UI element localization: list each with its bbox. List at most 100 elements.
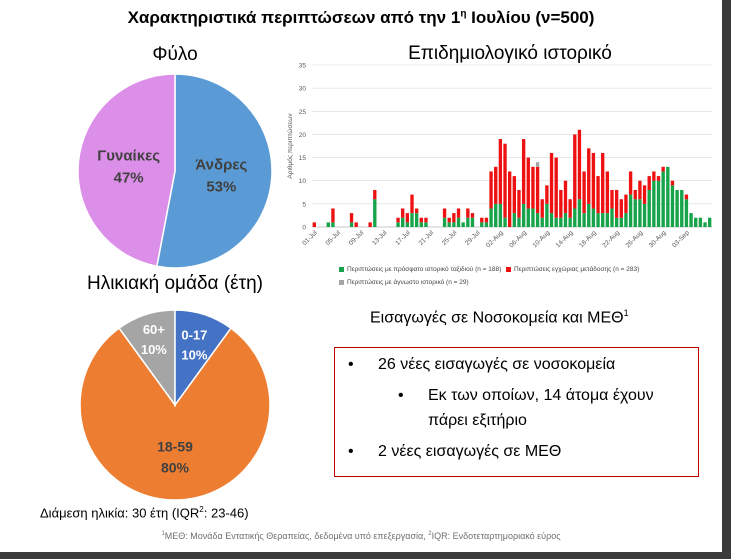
median-age-sup: 2 <box>199 505 204 514</box>
bar-segment-travel <box>461 222 465 227</box>
age-slice-0-17 <box>174 309 232 408</box>
bar-segment-travel <box>638 199 642 227</box>
bar-segment-travel <box>521 203 526 227</box>
footnote: 1ΜΕΘ: Μονάδα Εντατικής Θεραπείας, δεδομέ… <box>0 531 722 541</box>
bullet-dot: • <box>348 443 354 460</box>
bar-segment-local <box>405 213 410 223</box>
legend-travel: Περιπτώσεις με πρόσφατο ιστορικό ταξιδιο… <box>339 266 501 273</box>
x-tick-label: 30-Aug <box>648 229 668 249</box>
window-frame-right <box>722 0 731 559</box>
legend-unknown-swatch <box>339 279 344 285</box>
bar-segment-travel <box>531 208 535 227</box>
bar-segment-travel <box>554 217 558 227</box>
bar-segment-local <box>452 213 456 223</box>
bar-segment-travel <box>591 208 596 227</box>
bar-segment-local <box>554 157 558 218</box>
admissions-title: Εισαγωγές σε Νοσοκομεία και ΜΕΘ1 <box>370 308 629 327</box>
bar-segment-local <box>633 189 637 200</box>
bar-segment-local <box>442 208 447 218</box>
x-tick-label: 26-Aug <box>625 229 645 249</box>
bar-segment-local <box>596 176 600 214</box>
bar-segment-travel <box>396 222 400 227</box>
bar-segment-travel <box>414 213 419 227</box>
bar-segment-travel <box>601 213 605 227</box>
bullet-hospital-text: 26 νέες εισαγωγές σε νοσοκομεία <box>378 356 616 373</box>
bar-segment-travel <box>661 171 665 227</box>
sex-slice-pct: 47% <box>114 170 144 187</box>
y-tick-label: 35 <box>299 63 307 70</box>
y-tick-label: 30 <box>299 86 307 93</box>
bar-segment-local <box>568 199 572 218</box>
bar-segment-travel <box>549 213 554 227</box>
bar-segment-travel <box>652 180 656 227</box>
bar-segment-local <box>489 171 493 209</box>
bar-segment-travel <box>605 213 610 227</box>
bar-segment-travel <box>494 203 498 227</box>
bar-segment-travel <box>401 217 405 227</box>
bar-segment-local <box>349 213 354 223</box>
bar-segment-travel <box>568 217 572 227</box>
bar-segment-local <box>480 217 484 223</box>
sex-slice-label: Άνδρες <box>195 156 247 173</box>
bar-segment-travel <box>540 217 544 227</box>
bar-segment-local <box>531 166 535 209</box>
bar-segment-local <box>484 217 489 223</box>
x-tick-label: 14-Aug <box>555 229 575 249</box>
median-age: Διάμεση ηλικία: 30 έτη (IQR2: 23-46) <box>40 505 249 520</box>
bar-segment-local <box>396 217 400 223</box>
y-tick-label: 25 <box>299 109 307 116</box>
x-tick-label: 01-Jul <box>301 229 319 247</box>
x-tick-label: 18-Aug <box>578 229 598 249</box>
bar-segment-local <box>424 217 428 223</box>
bar-segment-local <box>582 171 586 214</box>
bar-segment-travel <box>577 199 582 227</box>
bar-segment-travel <box>619 217 623 227</box>
footnote-sup2: 2 <box>428 531 432 537</box>
legend-unknown-label: Περιπτώσεις με άγνωστο ιστορικό (n = 29) <box>347 279 469 286</box>
age-slice-label: 18-59 <box>157 438 193 454</box>
age-slice-pct: 10% <box>141 342 167 357</box>
bar-segment-local <box>591 152 596 209</box>
age-slice-pct: 80% <box>161 459 190 475</box>
sex-slice-pct: 53% <box>206 178 236 195</box>
bar-segment-travel <box>326 222 330 227</box>
bar-segment-travel <box>633 199 637 227</box>
bar-segment-local <box>684 194 689 200</box>
y-tick-label: 0 <box>302 225 306 232</box>
bar-segment-travel <box>503 217 507 227</box>
slide-title: Χαρακτηριστικά περιπτώσεων από την 1η Ιο… <box>0 8 722 28</box>
bar-segment-local <box>610 189 614 209</box>
bar-segment-local <box>447 217 451 223</box>
bullet-discharged-line2: πάρει εξιτήριο <box>428 412 527 429</box>
bullet-icu: • 2 νέες εισαγωγές σε ΜΕΘ <box>348 443 561 461</box>
x-tick-label: 02-Aug <box>485 229 505 249</box>
bar-segment-local <box>563 180 568 214</box>
sex-chart-title: Φύλο <box>152 44 198 65</box>
sex-slice-Γυναίκες <box>77 73 176 268</box>
bar-segment-travel <box>535 213 540 227</box>
bar-segment-local <box>605 171 610 214</box>
bar-segment-local <box>526 157 530 209</box>
age-chart-title: Ηλικιακή ομάδα (έτη) <box>86 273 264 294</box>
admissions-title-sup: 1 <box>623 308 629 318</box>
x-tick-label: 13-Jul <box>371 229 389 247</box>
bar-segment-travel <box>456 217 461 227</box>
bar-segment-local <box>494 166 498 204</box>
x-tick-label: 29-Jul <box>464 229 482 247</box>
bar-segment-travel <box>405 222 410 227</box>
bar-segment-travel <box>698 217 703 227</box>
bar-segment-travel <box>708 217 712 227</box>
admissions-box <box>334 347 699 477</box>
bar-segment-local <box>354 222 358 227</box>
x-tick-label: 09-Jul <box>348 229 366 247</box>
bar-segment-local <box>414 208 419 214</box>
age-slice-label: 0-17 <box>181 327 207 342</box>
bar-segment-travel <box>596 213 600 227</box>
bar-segment-local <box>419 217 423 223</box>
bar-segment-travel <box>628 194 633 227</box>
bar-segment-travel <box>573 208 577 227</box>
bar-segment-local <box>545 185 549 204</box>
x-tick-label: 25-Jul <box>441 229 459 247</box>
legend-travel-label: Περιπτώσεις με πρόσφατο ιστορικό ταξιδιο… <box>347 266 502 273</box>
bar-segment-travel <box>419 222 423 227</box>
